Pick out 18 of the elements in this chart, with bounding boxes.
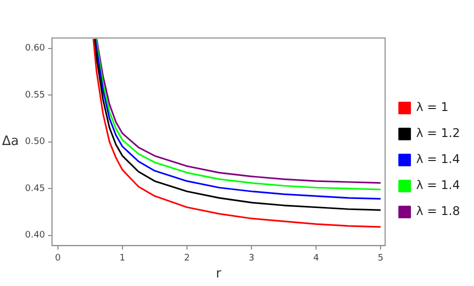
y-axis-title: Δa xyxy=(2,134,19,150)
x-tick-label: 4 xyxy=(313,253,320,264)
y-tick-label: 0.45 xyxy=(24,184,46,194)
y-tick-label: 0.50 xyxy=(24,137,46,148)
legend-label: λ = 1.4 xyxy=(416,152,460,166)
y-tick-label: 0.40 xyxy=(24,230,46,241)
x-tick-label: 5 xyxy=(378,253,384,264)
y-tick-label: 0.60 xyxy=(24,44,46,54)
legend-label: λ = 1.8 xyxy=(416,204,460,218)
legend-label: λ = 1.4 xyxy=(416,178,460,192)
x-tick-label: 2 xyxy=(184,253,190,264)
x-tick-label: 1 xyxy=(120,253,126,264)
y-tick-label: 0.55 xyxy=(24,90,46,100)
legend-label: λ = 1 xyxy=(416,100,449,114)
x-tick-label: 3 xyxy=(248,253,254,264)
x-tick-label: 0 xyxy=(54,253,61,264)
legend-label: λ = 1.2 xyxy=(416,126,460,140)
x-axis-title: r xyxy=(216,266,222,282)
